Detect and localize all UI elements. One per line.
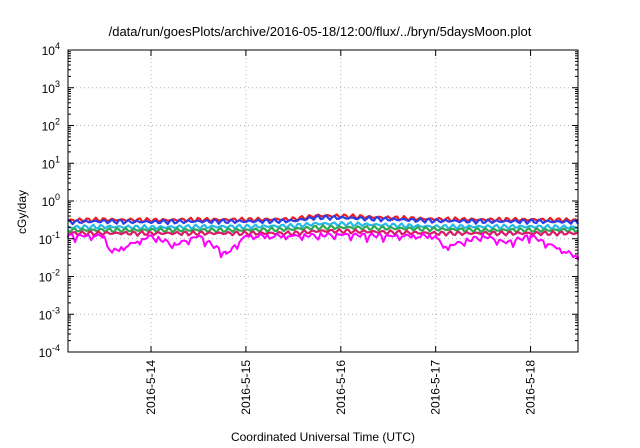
x-axis-label: Coordinated Universal Time (UTC) <box>231 430 415 444</box>
y-tick-label: 101 <box>42 154 60 171</box>
series-line-6 <box>67 231 579 261</box>
x-tick-label: 2016-5-14 <box>144 360 158 415</box>
chart-title: /data/run/goesPlots/archive/2016-05-18/1… <box>108 24 532 39</box>
series-line-1 <box>67 213 579 224</box>
y-tick-label: 102 <box>42 117 60 134</box>
x-axis: 2016-5-14 2016-5-15 2016-5-16 2016-5-17 2016… <box>144 50 538 415</box>
x-tick-label: 2016-5-15 <box>239 360 253 415</box>
x-tick-label: 2016-5-16 <box>334 360 348 415</box>
x-tick-label: 2016-5-17 <box>429 360 443 415</box>
series-line-4 <box>67 224 579 234</box>
x-tick-label: 2016-5-18 <box>524 360 538 415</box>
y-tick-label: 100 <box>42 192 60 209</box>
y-tick-label: 10-2 <box>39 268 60 285</box>
grid-layer <box>68 50 578 352</box>
y-tick-label: 10-1 <box>39 230 60 247</box>
series-line-3 <box>67 220 579 231</box>
series-layer <box>67 213 579 261</box>
y-axis-label: cGy/day <box>15 190 29 234</box>
series-line-2 <box>67 214 579 226</box>
y-tick-label: 10-4 <box>39 343 60 360</box>
series-line-5 <box>67 228 579 237</box>
y-tick-label: 104 <box>42 41 60 58</box>
y-axis: 10-4 10-3 10-2 10-1 100 101 102 103 104 <box>39 41 578 360</box>
y-tick-label: 10-3 <box>39 305 60 322</box>
y-tick-label: 103 <box>42 79 60 96</box>
